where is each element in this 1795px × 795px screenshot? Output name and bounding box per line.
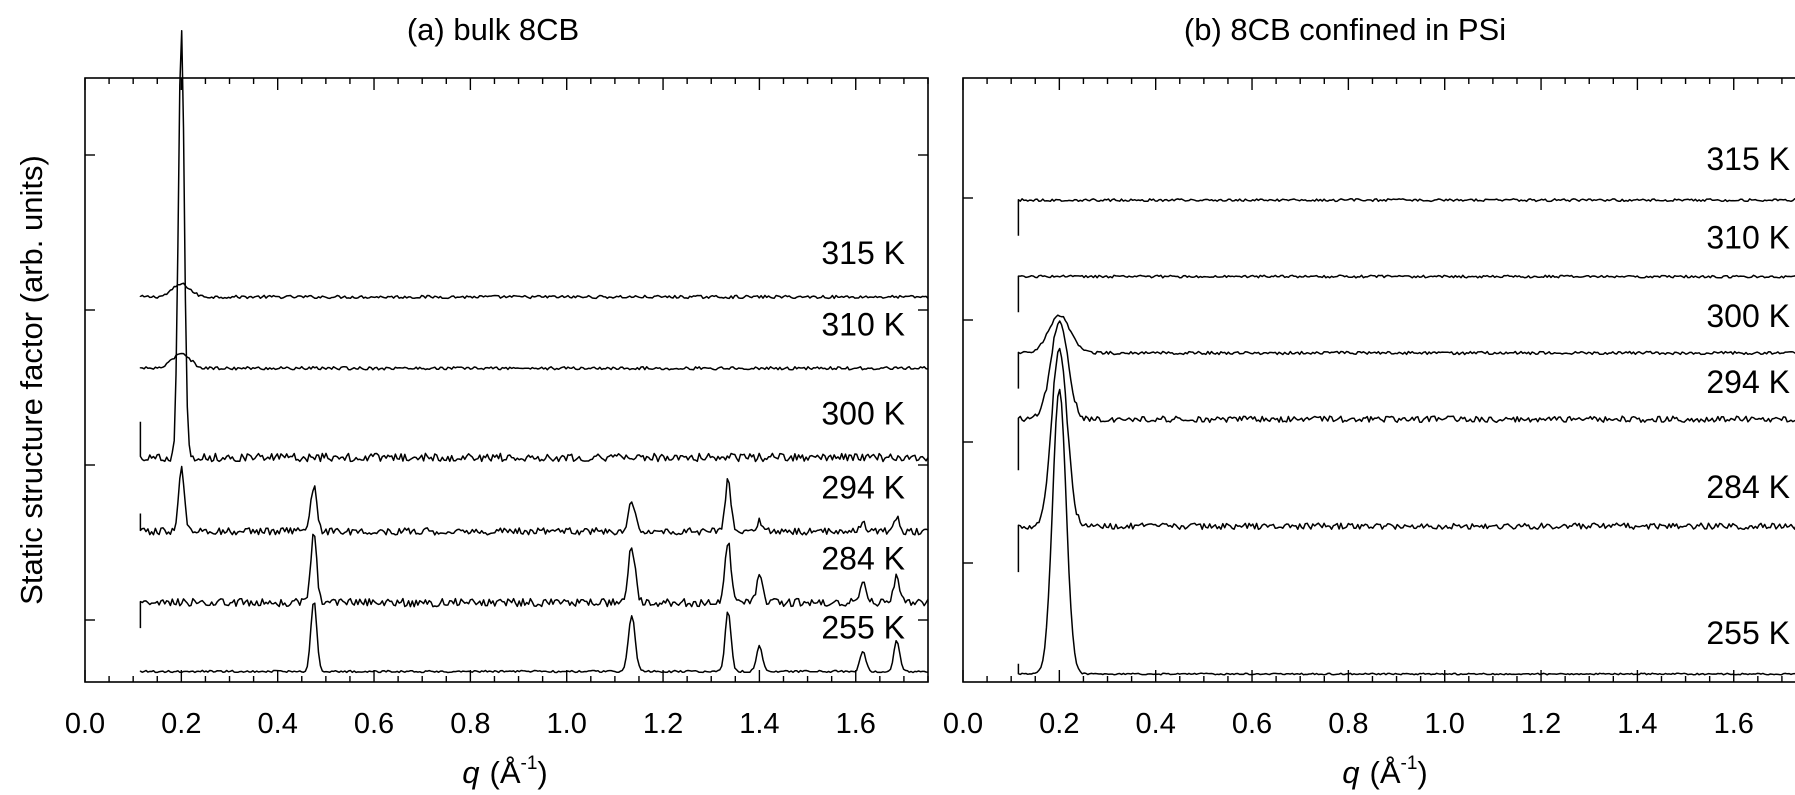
panel-b-series-labels: 315 K 310 K 300 K 294 K 284 K 255 K — [1706, 141, 1790, 651]
panel-a-ticks — [84, 78, 929, 682]
series-line-294k — [1017, 320, 1795, 471]
series-label: 284 K — [1706, 469, 1790, 505]
panel-b-x-tick-labels: 0.0 0.2 0.4 0.6 0.8 1.0 1.2 1.4 1.6 — [943, 708, 1754, 740]
panel-a-xlabel-exp: -1 — [521, 753, 538, 774]
x-tick-label: 1.0 — [1425, 708, 1465, 740]
series-line-300k — [1017, 314, 1795, 389]
x-tick-label: 1.6 — [836, 708, 876, 740]
panel-b-xlabel-symbol: q — [1342, 755, 1360, 790]
series-line-310k — [1017, 274, 1795, 313]
series-label: 300 K — [821, 395, 905, 431]
series-line-315k — [139, 282, 929, 300]
series-label: 284 K — [821, 541, 905, 577]
x-tick-label: 1.0 — [547, 708, 587, 740]
series-label: 255 K — [1706, 615, 1790, 651]
panel-b-xlabel-unit: (Å — [1370, 755, 1401, 790]
x-tick-label: 0.0 — [943, 708, 983, 740]
series-line-284k — [139, 533, 929, 629]
series-label: 294 K — [821, 469, 905, 505]
x-tick-label: 0.4 — [258, 708, 298, 740]
x-tick-label: 0.8 — [1328, 708, 1368, 740]
panel-b-frame — [962, 77, 1795, 683]
series-label: 310 K — [1706, 220, 1790, 256]
series-line-294k — [139, 465, 929, 536]
series-label: 294 K — [1706, 364, 1790, 400]
panel-a-traces — [139, 29, 929, 674]
panel-a-x-tick-labels: 0.0 0.2 0.4 0.6 0.8 1.0 1.2 1.4 1.6 — [65, 708, 876, 740]
panel-b-xlabel-close: ) — [1417, 755, 1427, 790]
x-tick-label: 1.2 — [1521, 708, 1561, 740]
panel-a-xlabel-unit: (Å — [490, 755, 521, 790]
x-tick-label: 1.4 — [739, 708, 779, 740]
panel-a: (a) bulk 8CB Static structure factor (ar… — [14, 12, 929, 790]
panel-b-title: (b) 8CB confined in PSi — [1184, 12, 1506, 47]
series-label: 315 K — [1706, 141, 1790, 177]
panel-b-traces — [1017, 198, 1795, 676]
y-axis-label: Static structure factor (arb. units) — [14, 155, 49, 605]
x-tick-label: 0.2 — [1039, 708, 1079, 740]
panel-a-frame — [84, 77, 929, 683]
panel-b-xlabel-exp: -1 — [1401, 753, 1418, 774]
x-tick-label: 1.4 — [1617, 708, 1657, 740]
series-label: 255 K — [821, 609, 905, 645]
series-line-300k — [139, 29, 929, 463]
x-tick-label: 0.2 — [161, 708, 201, 740]
panel-a-series-labels: 315 K 310 K 300 K 294 K 284 K 255 K — [821, 235, 905, 646]
series-line-255k — [139, 602, 929, 674]
x-tick-label: 0.4 — [1136, 708, 1176, 740]
series-label: 315 K — [821, 235, 905, 271]
panel-a-title: (a) bulk 8CB — [407, 12, 579, 47]
panel-a-x-axis-label: q (Å-1) — [462, 753, 547, 790]
panel-b: (b) 8CB confined in PSi 0.0 0.2 0.4 0.6 0.8 1… — [943, 12, 1795, 790]
panel-a-xlabel-symbol: q — [462, 755, 480, 790]
series-line-284k — [1017, 347, 1795, 573]
series-label: 310 K — [821, 306, 905, 342]
series-line-310k — [139, 352, 929, 371]
x-tick-label: 0.6 — [1232, 708, 1272, 740]
x-tick-label: 0.6 — [354, 708, 394, 740]
panel-a-xlabel-close: ) — [537, 755, 547, 790]
x-tick-label: 1.2 — [643, 708, 683, 740]
x-tick-label: 1.6 — [1714, 708, 1754, 740]
series-line-315k — [1017, 198, 1795, 236]
series-label: 300 K — [1706, 298, 1790, 334]
x-tick-label: 0.0 — [65, 708, 105, 740]
x-tick-label: 0.8 — [450, 708, 490, 740]
panel-b-ticks — [962, 78, 1783, 682]
panel-b-x-axis-label: q (Å-1) — [1342, 753, 1427, 790]
series-line-255k — [1017, 388, 1795, 676]
